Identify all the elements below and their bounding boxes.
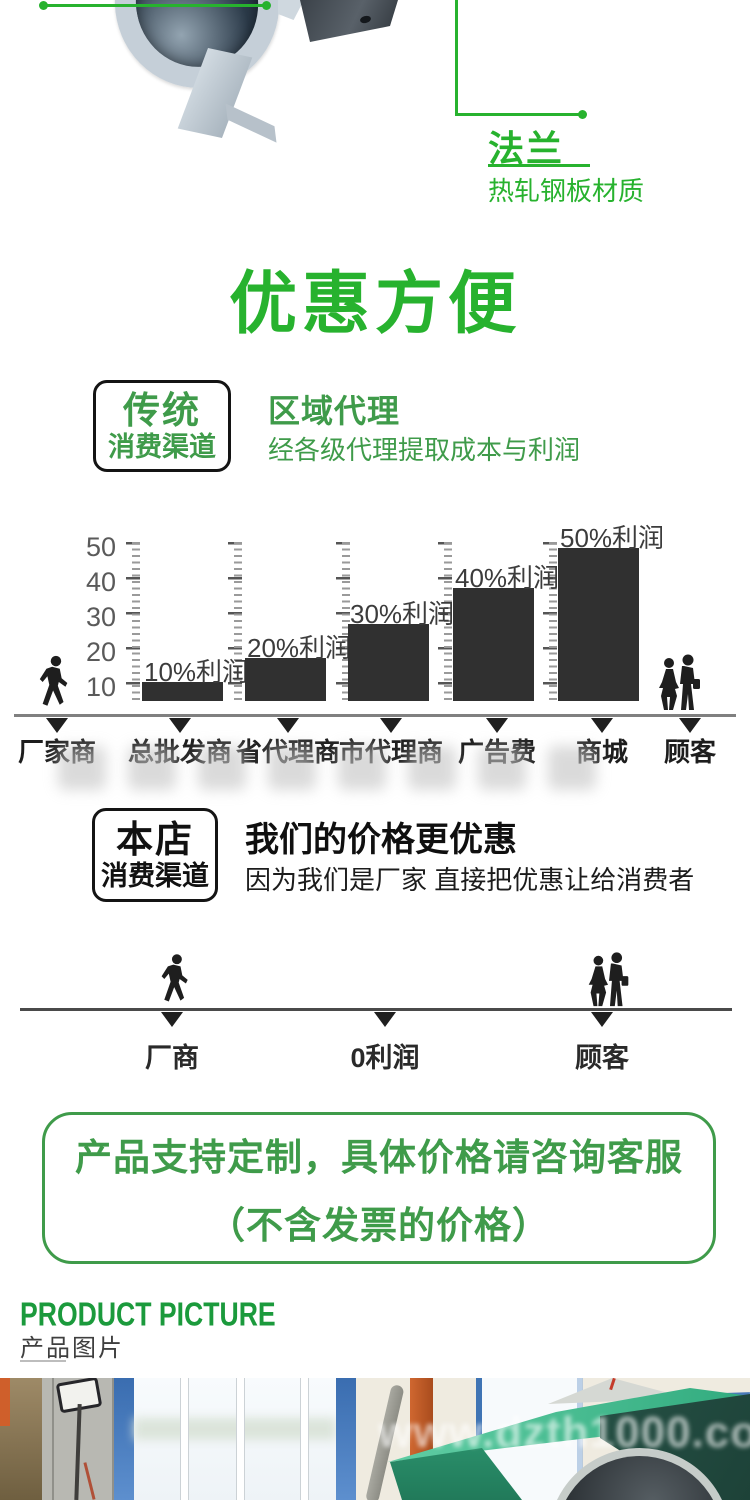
hero-product-image: 法兰 热轧钢板材质 <box>0 0 750 232</box>
heading-divider-line <box>20 1360 66 1362</box>
zero-profit-flow: 厂商 0利润 顾客 <box>0 950 750 1075</box>
badge-line1: 本店 <box>116 819 194 861</box>
flange-bolt-hole <box>359 14 372 25</box>
flow-axis-line <box>20 1008 732 1011</box>
callout-dot <box>39 1 48 10</box>
customers-couple-icon <box>588 952 629 1007</box>
y-tick-label: 20 <box>85 637 116 667</box>
y-tick-label: 30 <box>85 602 116 632</box>
callout-line-flange-horizontal <box>455 113 583 116</box>
photo-watermark: www.dzth1000.com <box>378 1408 750 1457</box>
category-label: 顾客 <box>663 737 716 767</box>
y-tick-label: 50 <box>85 532 116 562</box>
bar-value-label: 40%利润 <box>455 563 560 593</box>
profit-bar <box>245 658 326 701</box>
axis-marker-triangle <box>486 718 508 733</box>
promo-line1: 产品支持定制，具体价格请咨询客服 <box>75 1137 683 1178</box>
axis-marker-triangle <box>46 718 68 733</box>
wall-seam <box>112 1378 114 1500</box>
axis-marker-triangle <box>277 718 299 733</box>
profit-bar <box>453 588 534 701</box>
wall-seam <box>52 1378 54 1500</box>
page-title: 优惠方便 <box>228 266 521 342</box>
flange-callout-subtitle: 热轧钢板材质 <box>488 176 645 206</box>
badge-line2: 消费渠道 <box>101 860 209 891</box>
callout-line-flange-vertical <box>455 0 458 116</box>
axis-marker-triangle <box>380 718 402 733</box>
profit-bar <box>142 682 223 701</box>
photo-orange-pillar <box>0 1378 10 1426</box>
flange-plate-image <box>300 0 398 42</box>
fan-support-foot <box>225 103 277 143</box>
flow-label-zero-profit: 0利润 <box>350 1043 420 1073</box>
callout-dot <box>262 1 271 10</box>
our-store-heading: 我们的价格更优惠 <box>245 821 517 859</box>
axis-marker-triangle <box>169 718 191 733</box>
badge-line2: 消费渠道 <box>108 431 216 462</box>
flow-marker-triangle <box>591 1012 613 1027</box>
window-mullion <box>236 1378 245 1500</box>
traditional-heading: 区域代理 <box>268 393 401 429</box>
chart-axis-line <box>14 714 736 717</box>
window-frame <box>336 1378 356 1500</box>
customers-couple-icon <box>659 654 700 710</box>
product-picture-heading-en: PRODUCT PICTURE <box>20 1296 276 1333</box>
profit-bar <box>558 548 639 701</box>
ruler-strip <box>543 542 557 702</box>
flange-callout-title: 法兰 <box>488 128 565 169</box>
our-store-subheading: 因为我们是厂家 直接把优惠让给消费者 <box>245 865 695 895</box>
flow-label-factory: 厂商 <box>145 1043 199 1073</box>
bar-value-label: 50%利润 <box>560 523 665 553</box>
profit-bar <box>348 624 429 701</box>
product-picture-heading-cn: 产品图片 <box>20 1335 124 1362</box>
flow-marker-triangle <box>161 1012 183 1027</box>
window-frame <box>114 1378 134 1500</box>
flow-marker-triangle <box>374 1012 396 1027</box>
ruler-strip <box>126 542 140 702</box>
window-mullion <box>180 1378 189 1500</box>
callout-line-left <box>43 4 268 7</box>
ruler-strip <box>228 542 242 702</box>
window-mullion <box>300 1378 309 1500</box>
y-tick-label: 10 <box>85 672 116 702</box>
ruler-strip <box>336 542 350 702</box>
flange-callout-underline <box>488 164 590 167</box>
factory-person-icon <box>39 655 68 706</box>
bar-value-label: 20%利润 <box>247 633 352 663</box>
fan-housing-edge <box>278 0 304 20</box>
factory-photo: www.dzth1000.com <box>0 1378 750 1500</box>
blurred-watermark <box>58 746 620 792</box>
y-tick-label: 40 <box>85 567 116 597</box>
traditional-subheading: 经各级代理提取成本与利润 <box>268 435 581 465</box>
flow-label-customer: 顾客 <box>575 1043 629 1073</box>
axis-marker-triangle <box>679 718 701 733</box>
profit-chart: 50 40 30 20 10 10%利润 20%利润 30%利润 40%利润 50%利润 厂家商 总批… <box>0 520 750 767</box>
bar-value-label: 30%利润 <box>350 599 455 629</box>
promo-line2: （不含发票的价格） <box>208 1205 550 1246</box>
badge-line1: 传统 <box>123 390 201 432</box>
custom-price-notice-box: 产品支持定制，具体价格请咨询客服 （不含发票的价格） <box>42 1112 716 1264</box>
axis-marker-triangle <box>591 718 613 733</box>
ruler-strip <box>438 542 452 702</box>
traditional-channel-badge: 传统 消费渠道 <box>93 380 231 472</box>
factory-person-icon <box>161 954 188 1002</box>
callout-dot <box>578 110 587 119</box>
bar-value-label: 10%利润 <box>144 657 249 687</box>
our-store-badge: 本店 消费渠道 <box>92 808 218 902</box>
